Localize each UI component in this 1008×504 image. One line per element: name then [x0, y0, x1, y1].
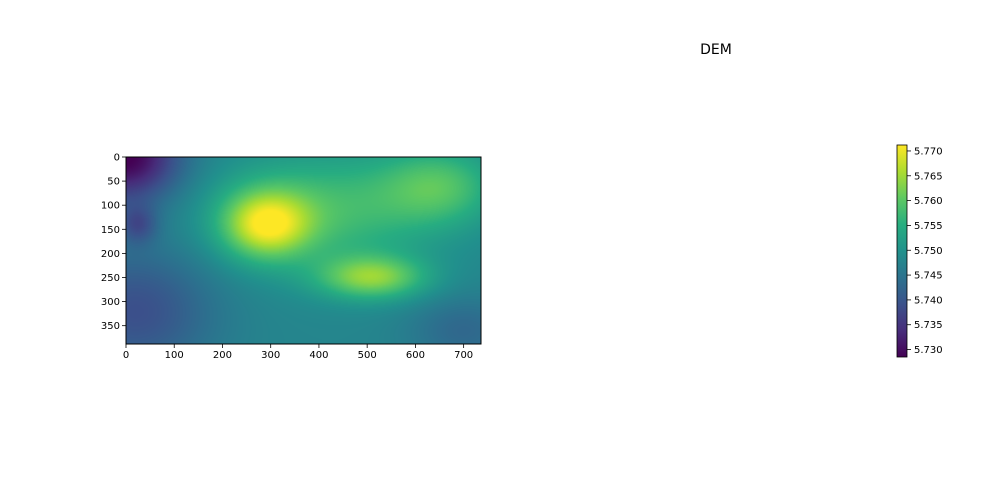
- colorbar-tick-label: 5.745: [914, 271, 943, 282]
- colorbar-ticks: 5.730 5.735 5.740 5.745 5.750 5.755 5.760 5.765…: [907, 146, 943, 356]
- y-tick-label: 200: [101, 249, 120, 260]
- y-tick-label: 0: [114, 153, 120, 164]
- colorbar-tick-label: 5.770: [914, 146, 943, 157]
- colorbar-tick-label: 5.755: [914, 221, 943, 232]
- dem-heatmap-image: [126, 157, 481, 344]
- colorbar-frame: [896, 144, 908, 358]
- x-tick-label: 300: [261, 350, 280, 361]
- x-tick-label: 400: [309, 350, 328, 361]
- dem-axes-frame: [125, 156, 482, 345]
- y-tick-label: 100: [101, 201, 120, 212]
- y-tick-label: 250: [101, 273, 120, 284]
- x-tick-label: 100: [165, 350, 184, 361]
- dem-axes: 0 100 200 300 400 500 600 700 0 50 100 150 200 250 30…: [101, 153, 482, 361]
- colorbar-tick-label: 5.735: [914, 320, 943, 331]
- y-tick-label: 350: [101, 321, 120, 332]
- x-tick-label: 200: [213, 350, 232, 361]
- colorbar-tick-label: 5.760: [914, 196, 943, 207]
- x-tick-label: 700: [454, 350, 473, 361]
- colorbar-tick-label: 5.765: [914, 171, 943, 182]
- y-tick-label: 50: [107, 177, 120, 188]
- colorbar: 5.730 5.735 5.740 5.745 5.750 5.755 5.760 5.765…: [896, 144, 943, 358]
- y-tick-label: 150: [101, 225, 120, 236]
- colorbar-tick-label: 5.740: [914, 295, 943, 306]
- x-tick-label: 0: [123, 350, 129, 361]
- y-axis-ticks: 0 50 100 150 200 250 300 350: [101, 153, 126, 332]
- y-tick-label: 300: [101, 297, 120, 308]
- colorbar-gradient: [897, 145, 907, 357]
- colorbar-tick-label: 5.730: [914, 345, 943, 356]
- colorbar-tick-label: 5.750: [914, 246, 943, 257]
- chart-title: DEM: [700, 42, 732, 58]
- x-axis-ticks: 0 100 200 300 400 500 600 700: [123, 344, 473, 361]
- x-tick-label: 500: [358, 350, 377, 361]
- x-tick-label: 600: [406, 350, 425, 361]
